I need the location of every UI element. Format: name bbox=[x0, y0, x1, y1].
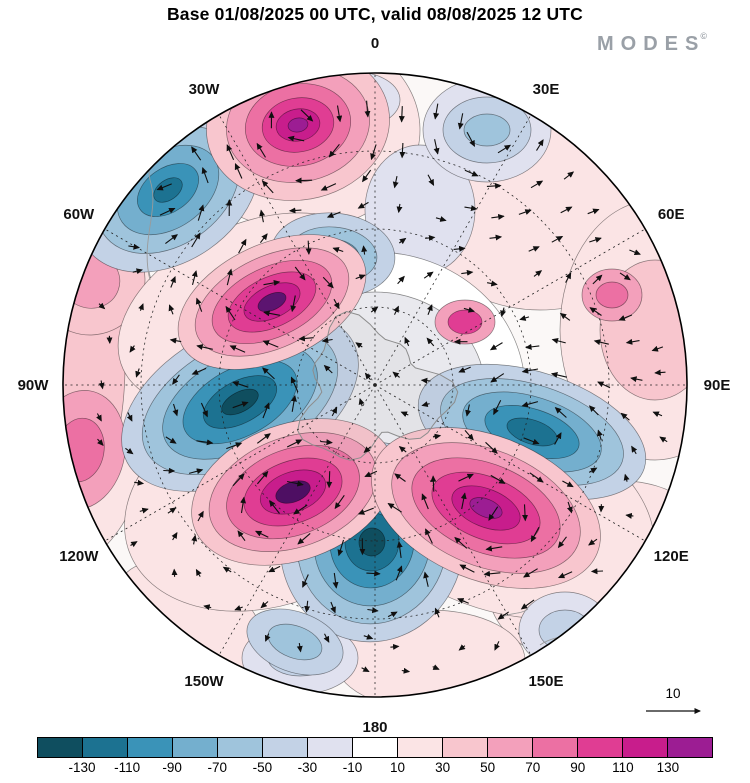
graticule bbox=[63, 73, 687, 697]
colorbar-cell bbox=[577, 738, 622, 757]
colorbar-cells bbox=[37, 737, 713, 758]
colorbar-cell bbox=[307, 738, 352, 757]
colorbar-tick: 10 bbox=[390, 760, 406, 775]
chart-title: Base 01/08/2025 00 UTC, valid 08/08/2025… bbox=[166, 4, 584, 24]
vector-scale-label: 10 bbox=[665, 686, 680, 701]
lon-label: 120W bbox=[59, 548, 99, 565]
lon-label: 150E bbox=[528, 673, 563, 690]
lon-label: 120E bbox=[654, 548, 689, 565]
colorbar-tick: 30 bbox=[435, 760, 451, 775]
lon-label: 60E bbox=[658, 206, 685, 223]
colorbar: -130 -110 -90 -70 -50 -30 -10 10 30 50 70 90 110 130 bbox=[37, 737, 713, 778]
colorbar-tick: 70 bbox=[525, 760, 541, 775]
colorbar-cell bbox=[397, 738, 442, 757]
colorbar-cell bbox=[487, 738, 532, 757]
colorbar-tick: 90 bbox=[570, 760, 586, 775]
lon-label: 150W bbox=[184, 673, 224, 690]
polar-map-canvas: 0 30E 60E 90E 120E 150E 180 150W 120W 90W 60W 30W 10 bbox=[18, 35, 731, 736]
colorbar-cell bbox=[352, 738, 397, 757]
lon-label: 0 bbox=[371, 35, 379, 52]
lon-label: 30W bbox=[189, 81, 221, 98]
colorbar-cell bbox=[262, 738, 307, 757]
flow-arrows bbox=[96, 100, 668, 674]
colorbar-tick: 50 bbox=[480, 760, 496, 775]
colorbar-cell bbox=[127, 738, 172, 757]
colorbar-cell bbox=[667, 738, 712, 757]
lon-label: 90E bbox=[704, 377, 731, 394]
colorbar-tick: -70 bbox=[207, 760, 228, 775]
colorbar-cell bbox=[532, 738, 577, 757]
lon-label: 30E bbox=[533, 81, 560, 98]
colorbar-ticks: -130 -110 -90 -70 -50 -30 -10 10 30 50 70 90 110 130 bbox=[37, 758, 713, 778]
colorbar-cell bbox=[622, 738, 667, 757]
colorbar-tick: -110 bbox=[114, 760, 141, 775]
longitude-labels: 0 30E 60E 90E 120E 150E 180 150W 120W 90W 60W 30W bbox=[18, 35, 731, 736]
colorbar-tick: 110 bbox=[612, 760, 634, 775]
colorbar-tick: -90 bbox=[162, 760, 182, 775]
lon-label: 60W bbox=[63, 206, 95, 223]
colorbar-cell bbox=[217, 738, 262, 757]
lon-label: 180 bbox=[362, 719, 387, 736]
modes-logo-text: MODES bbox=[597, 33, 706, 55]
colorbar-tick: 130 bbox=[656, 760, 680, 775]
colorbar-tick: -50 bbox=[252, 760, 273, 775]
map-interior bbox=[63, 73, 687, 697]
modes-logo: MODES© bbox=[597, 31, 712, 56]
vector-scale-group: 10 bbox=[646, 686, 701, 714]
colorbar-cell bbox=[172, 738, 217, 757]
copyright-mark: © bbox=[700, 31, 707, 41]
colorbar-tick: -10 bbox=[342, 760, 363, 775]
colorbar-tick: -130 bbox=[68, 760, 96, 775]
map-boundary-circle bbox=[62, 72, 688, 698]
colorbar-cell bbox=[82, 738, 127, 757]
colorbar-cell bbox=[38, 738, 82, 757]
lon-label: 90W bbox=[18, 377, 50, 394]
colorbar-cell bbox=[442, 738, 487, 757]
colorbar-tick: -30 bbox=[297, 760, 318, 775]
